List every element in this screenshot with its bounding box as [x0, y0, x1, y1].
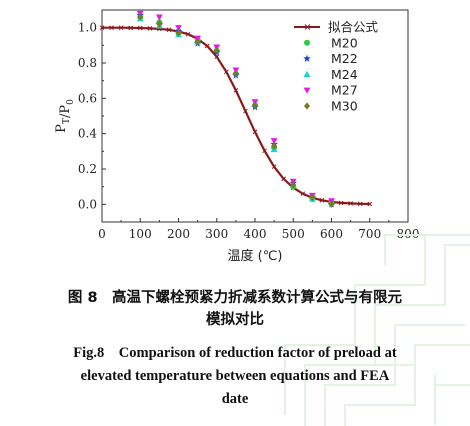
fit-curve-line — [102, 26, 370, 206]
M30-point-7 — [271, 142, 278, 150]
fit-curve-point-21 — [300, 191, 306, 197]
legend-marker-5 — [304, 102, 310, 110]
legend-marker-1 — [304, 39, 310, 46]
fit-curve-point-17 — [262, 148, 267, 154]
y-axis-label-sub-1: 0 — [66, 99, 76, 105]
fit-curve-point-5 — [147, 26, 153, 31]
y-axis-label-part-0: P — [54, 124, 69, 133]
series-M30-points — [137, 13, 335, 208]
y-tick-label-1: 0.2 — [78, 162, 97, 176]
caption-en-line-1: Fig.8 Comparison of reduction factor of … — [73, 345, 397, 361]
fit-curve-point-15 — [243, 108, 248, 114]
fit-curve-point-28 — [367, 201, 373, 207]
legend-label-3: M24 — [331, 67, 358, 82]
y-axis-label-sub-0: T — [62, 118, 72, 124]
fit-curve-point-13 — [223, 69, 229, 75]
M30-point-5 — [232, 70, 239, 78]
M30-point-2 — [175, 29, 182, 37]
M27-point-1 — [155, 14, 163, 21]
chart: 0 100 200 300 400 500 600 700 800 0.0 0.2 0.4 0.6 0.8… — [54, 9, 420, 264]
series-M27-points — [136, 10, 335, 205]
fit-curve-point-7 — [166, 27, 172, 33]
fit-curve-point-0 — [99, 25, 105, 31]
fit-curve-point-27 — [357, 201, 363, 207]
fit-curve-point-26 — [348, 201, 353, 206]
legend-marker-2 — [303, 54, 311, 62]
y-tick-label-0: 0.0 — [78, 197, 97, 211]
fit-curve-point-1 — [109, 25, 114, 31]
M27-point-2 — [175, 25, 182, 32]
x-tick-label-3: 300 — [205, 227, 228, 241]
plot-frame — [101, 9, 409, 223]
M30-point-3 — [194, 38, 201, 46]
x-tick-label-4: 400 — [244, 227, 267, 241]
legend-marker-3 — [303, 70, 311, 77]
x-tick-label-7: 700 — [358, 227, 381, 241]
y-tick-label-5: 1.0 — [78, 21, 97, 35]
fit-curve-point-18 — [271, 164, 277, 170]
M30-point-1 — [156, 20, 163, 28]
plot-area — [99, 10, 373, 208]
M30-point-0 — [137, 13, 144, 21]
M30-point-6 — [252, 101, 258, 109]
M30-point-10 — [328, 200, 335, 208]
x-tick-label-1: 100 — [129, 227, 152, 241]
fit-curve-point-14 — [233, 88, 239, 93]
fit-curve-point-9 — [185, 31, 191, 37]
M30-point-4 — [213, 47, 220, 55]
legend-marker-4 — [303, 87, 311, 94]
x-axis-label: 温度 (℃) — [228, 248, 283, 264]
legend-line-marker-0 — [304, 24, 311, 30]
x-tick-label-8: 800 — [397, 227, 420, 241]
x-tick-label-5: 500 — [282, 227, 305, 241]
legend-label-2: M22 — [331, 51, 358, 66]
x-tick-label-6: 600 — [320, 227, 343, 241]
M30-point-9 — [309, 193, 316, 201]
x-tick-label-2: 200 — [167, 227, 190, 241]
fit-curve-point-12 — [214, 54, 220, 60]
caption-en-line-2: elevated temperature between equations a… — [80, 368, 390, 384]
legend-label-1: M20 — [331, 35, 358, 50]
fit-curve-point-19 — [281, 176, 287, 182]
legend-label-4: M27 — [331, 83, 358, 98]
caption-zh-line-1: 图 8 高温下螺栓预紧力折减系数计算公式与有限元 — [67, 290, 403, 306]
fit-curve-point-11 — [204, 43, 210, 49]
fit-curve-point-23 — [319, 197, 325, 203]
caption-en-line-3: date — [221, 391, 249, 407]
figure-caption-english: Fig.8 Comparison of reduction factor of … — [0, 342, 470, 411]
figure-caption-chinese: 图 8 高温下螺栓预紧力折减系数计算公式与有限元 模拟对比 — [0, 287, 470, 331]
fit-curve-point-16 — [252, 129, 258, 135]
legend-label-0: 拟合公式 — [328, 20, 379, 35]
M27-point-7 — [270, 138, 278, 145]
y-tick-label-3: 0.6 — [78, 91, 97, 105]
caption-zh-line-2: 模拟对比 — [206, 312, 264, 328]
y-axis-label-part-1: /P — [58, 105, 73, 118]
fit-curve-point-2 — [118, 25, 124, 31]
y-axis-label: PT/P0 — [54, 99, 76, 133]
fit-curve-point-4 — [137, 25, 143, 31]
y-tick-label-2: 0.4 — [78, 127, 97, 141]
fit-curve-point-25 — [338, 200, 344, 206]
legend-label-5: M30 — [331, 99, 358, 114]
fit-curve-point-3 — [128, 25, 134, 31]
x-tick-label-0: 0 — [98, 227, 106, 241]
y-tick-label-4: 0.8 — [78, 56, 97, 70]
M30-point-8 — [290, 181, 297, 189]
